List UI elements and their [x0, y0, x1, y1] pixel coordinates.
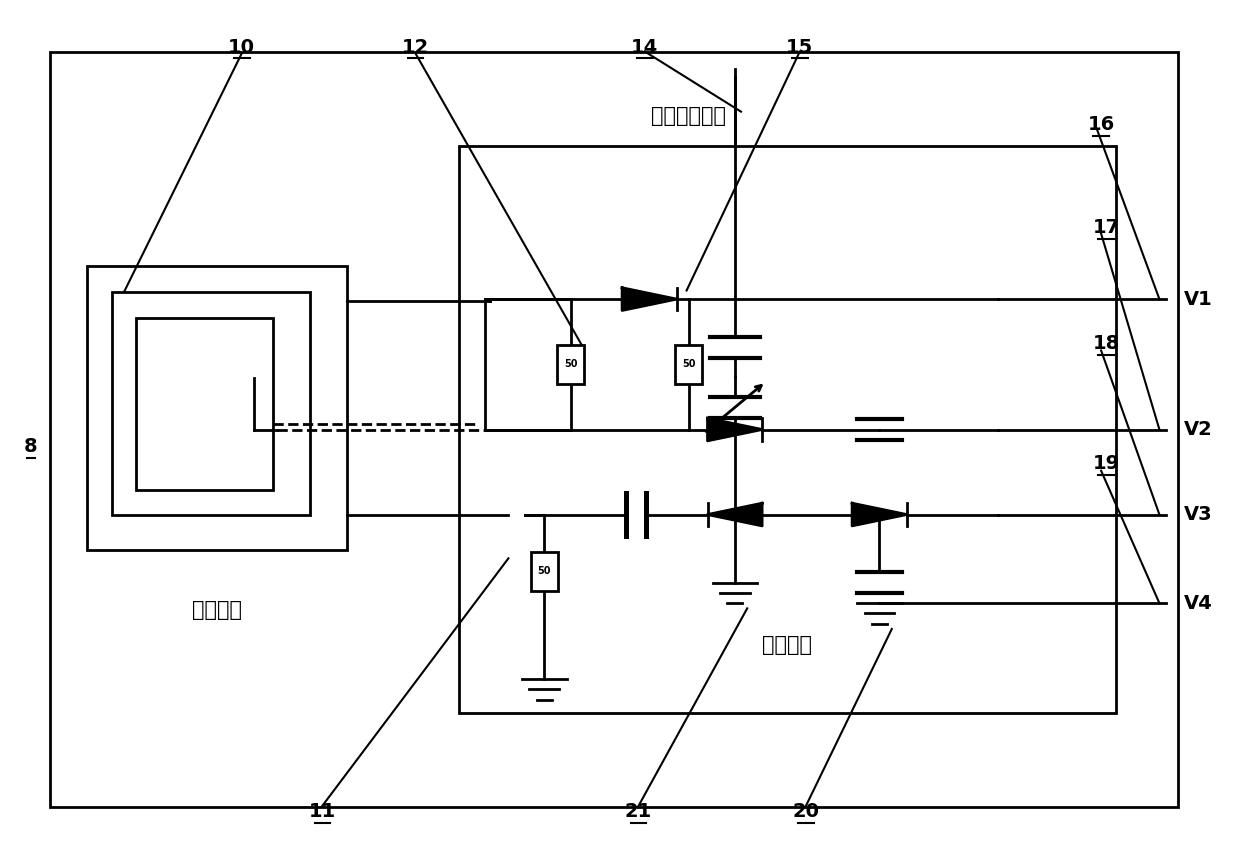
- Polygon shape: [622, 288, 677, 310]
- Text: 读出线圈: 读出线圈: [192, 600, 242, 620]
- Bar: [459, 146, 1116, 713]
- Text: 18: 18: [1092, 334, 1120, 353]
- Polygon shape: [708, 503, 763, 526]
- Polygon shape: [852, 503, 906, 526]
- Bar: [112, 292, 310, 515]
- Text: 11: 11: [309, 802, 336, 821]
- Text: 扫频信号输入: 扫频信号输入: [651, 106, 725, 126]
- Text: 12: 12: [402, 38, 429, 57]
- Text: V3: V3: [1184, 505, 1213, 524]
- Text: 15: 15: [786, 38, 813, 57]
- Text: 19: 19: [1092, 454, 1120, 473]
- Text: V4: V4: [1184, 594, 1213, 612]
- Polygon shape: [708, 418, 763, 441]
- Text: 射频电桥: 射频电桥: [763, 635, 812, 655]
- Text: 20: 20: [792, 802, 820, 821]
- Text: 17: 17: [1092, 218, 1120, 237]
- Text: 10: 10: [228, 38, 255, 57]
- Bar: [50, 52, 1178, 807]
- Text: 14: 14: [631, 38, 658, 57]
- Bar: [531, 552, 558, 591]
- Text: V2: V2: [1184, 420, 1213, 439]
- Text: V1: V1: [1184, 289, 1213, 308]
- Bar: [87, 266, 347, 550]
- Text: 16: 16: [1087, 115, 1115, 134]
- Text: 50: 50: [682, 359, 696, 369]
- Bar: [557, 345, 584, 384]
- Text: 21: 21: [625, 802, 652, 821]
- Text: 8: 8: [25, 437, 37, 456]
- Text: 50: 50: [537, 566, 551, 576]
- Text: 50: 50: [564, 359, 578, 369]
- Bar: [136, 318, 273, 490]
- Bar: [675, 345, 702, 384]
